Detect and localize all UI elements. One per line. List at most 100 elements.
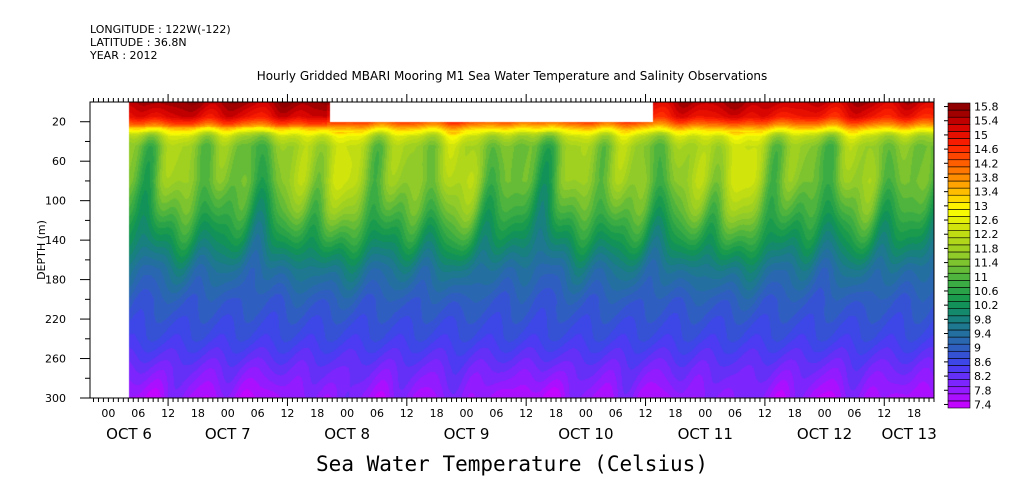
colorbar-label: 15.8 (974, 101, 999, 114)
x-hour-tick-label: 12 (400, 407, 414, 420)
plot-frame (89, 101, 935, 399)
colorbar-band (947, 223, 971, 231)
colorbar-label: 12.2 (974, 228, 999, 241)
x-hour-tick-label: 18 (788, 407, 802, 420)
colorbar-band (947, 244, 971, 253)
x-day-label: OCT 8 (324, 425, 370, 443)
x-hour-tick-label: 12 (280, 407, 294, 420)
x-hour-tick-label: 12 (639, 407, 653, 420)
year-label: YEAR : 2012 (90, 49, 158, 62)
colorbar-band (947, 166, 971, 175)
colorbar-band (947, 372, 971, 380)
colorbar-label: 7.8 (974, 384, 992, 397)
colorbar-label: 11.4 (974, 257, 999, 270)
colorbar-label: 10.2 (974, 299, 999, 312)
x-hour-tick-label: 00 (101, 407, 115, 420)
x-hour-tick-label: 18 (310, 407, 324, 420)
colorbar-band (947, 145, 971, 153)
chart-title: Hourly Gridded MBARI Mooring M1 Sea Wate… (256, 69, 768, 83)
colorbar-label: 9.8 (974, 313, 992, 326)
x-hour-tick-label: 12 (758, 407, 772, 420)
colorbar-band (947, 180, 971, 189)
x-hour-tick-label: 06 (489, 407, 503, 420)
colorbar-band (947, 301, 971, 309)
colorbar-band (947, 187, 971, 196)
colorbar-band (947, 258, 971, 267)
colorbar-label: 13.4 (974, 186, 999, 199)
x-hour-tick-label: 06 (847, 407, 861, 420)
colorbar-band (947, 294, 971, 302)
x-hour-tick-label: 12 (519, 407, 533, 420)
colorbar-label: 9 (974, 342, 981, 355)
colorbar-label: 10.6 (974, 285, 999, 298)
colorbar-band (947, 123, 971, 132)
x-day-label: OCT 9 (444, 425, 490, 443)
colorbar-band (947, 280, 971, 288)
colorbar-band (947, 138, 971, 146)
colorbar-label: 8.2 (974, 370, 992, 383)
colorbar-band (947, 202, 971, 210)
colorbar-label: 7.4 (974, 398, 992, 411)
x-hour-tick-label: 18 (430, 407, 444, 420)
y-tick-label: 180 (45, 274, 66, 287)
colorbar-band (947, 329, 971, 338)
colorbar-band (947, 159, 971, 168)
x-hour-tick-label: 00 (579, 407, 593, 420)
x-hour-tick-label: 00 (698, 407, 712, 420)
colorbar-band (947, 272, 971, 281)
colorbar-band (947, 386, 971, 395)
y-tick-label: 100 (45, 195, 66, 208)
colorbar-label: 8.6 (974, 356, 992, 369)
x-day-label: OCT 7 (205, 425, 251, 443)
colorbar-band (947, 194, 971, 203)
y-tick-label: 300 (45, 392, 66, 405)
colorbar-band (947, 173, 971, 182)
colorbar-band (947, 336, 971, 345)
latitude-label: LATITUDE : 36.8N (90, 36, 187, 49)
colorbar-label: 13 (974, 200, 988, 213)
colorbar-label: 15 (974, 129, 988, 142)
colorbar-band (947, 343, 971, 352)
x-hour-tick-label: 06 (370, 407, 384, 420)
y-axis-label: DEPTH (m) (35, 220, 48, 280)
colorbar-band (947, 230, 971, 239)
x-hour-tick-label: 06 (131, 407, 145, 420)
colorbar-label: 11.8 (974, 242, 999, 255)
x-day-label: OCT 6 (106, 425, 152, 443)
colorbar-band (947, 116, 971, 125)
y-tick-label: 220 (45, 313, 66, 326)
colorbar-band (947, 358, 971, 366)
colorbar-band (947, 265, 971, 274)
x-hour-tick-label: 06 (251, 407, 265, 420)
y-tick-label: 60 (52, 155, 66, 168)
longitude-label: LONGITUDE : 122W(-122) (90, 23, 231, 36)
colorbar-label: 14.2 (974, 157, 999, 170)
colorbar-band (947, 209, 971, 217)
colorbar-band (947, 393, 971, 402)
colorbar-label: 11 (974, 271, 988, 284)
y-tick-label: 140 (45, 234, 66, 247)
x-axis-label: Sea Water Temperature (Celsius) (316, 452, 708, 476)
colorbar-band (947, 350, 971, 359)
x-day-label: OCT 13 (881, 425, 936, 443)
colorbar-band (947, 365, 971, 373)
colorbar-band (947, 322, 971, 331)
x-hour-tick-label: 18 (549, 407, 563, 420)
x-hour-tick-label: 06 (728, 407, 742, 420)
colorbar-band (947, 308, 971, 317)
x-day-label: OCT 11 (678, 425, 733, 443)
colorbar-band (947, 315, 971, 324)
x-hour-tick-label: 00 (221, 407, 235, 420)
colorbar-band (947, 237, 971, 246)
x-hour-tick-label: 00 (459, 407, 473, 420)
x-hour-tick-label: 18 (668, 407, 682, 420)
x-hour-tick-label: 12 (161, 407, 175, 420)
colorbar-label: 13.8 (974, 171, 999, 184)
colorbar-label: 12.6 (974, 214, 999, 227)
colorbar-label: 14.6 (974, 143, 999, 156)
x-hour-tick-label: 06 (609, 407, 623, 420)
colorbar-band (947, 379, 971, 388)
colorbar-band (947, 102, 971, 111)
